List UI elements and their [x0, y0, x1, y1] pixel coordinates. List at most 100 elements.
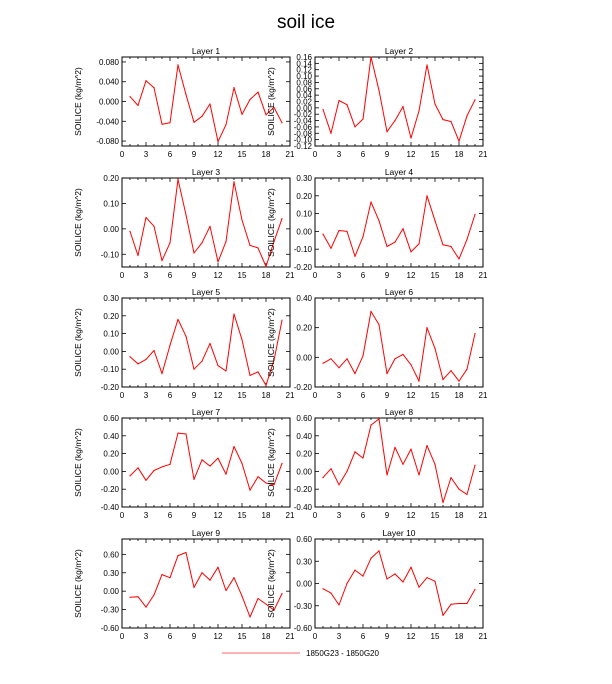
y-tick-label: 0.00 — [103, 587, 119, 596]
y-tick-label: 0.30 — [103, 569, 119, 578]
data-point — [161, 574, 163, 576]
data-point — [185, 214, 187, 216]
data-point — [458, 140, 460, 142]
x-tick-label: 21 — [286, 511, 295, 520]
y-tick-label: -0.02 — [294, 110, 313, 119]
plot-frame — [314, 177, 484, 268]
x-tick-label: 18 — [455, 511, 464, 520]
data-point — [442, 119, 444, 121]
data-point — [249, 98, 251, 101]
data-point — [362, 575, 364, 577]
data-point — [434, 347, 436, 350]
x-tick-label: 6 — [168, 150, 173, 159]
y-tick-label: 0.40 — [296, 432, 312, 441]
data-point — [338, 367, 340, 369]
data-point — [193, 121, 195, 123]
data-point — [426, 64, 428, 66]
panel-layer-1: Layer 1 SOILICE (kg/m^2) 0 3 6 9 12 15 18 21 -0.08… — [73, 46, 295, 159]
x-tick-label: 21 — [286, 150, 295, 159]
x-tick-label: 9 — [385, 511, 390, 520]
data-point — [273, 484, 275, 486]
x-tick-label: 12 — [407, 150, 416, 159]
y-tick-label: 0.00 — [296, 104, 312, 113]
data-point — [386, 373, 388, 375]
x-tick-label: 9 — [385, 632, 390, 641]
data-point — [466, 368, 468, 370]
data-point — [354, 373, 356, 375]
x-tick-label: 3 — [337, 511, 342, 520]
data-point — [217, 365, 219, 367]
y-tick-label: 0.02 — [296, 98, 312, 107]
data-point — [418, 243, 420, 245]
data-point — [362, 118, 364, 120]
panels-group: Layer 1 SOILICE (kg/m^2) 0 3 6 9 12 15 18 21 -0.08… — [73, 46, 488, 641]
x-tick-label: 0 — [120, 632, 125, 641]
data-point — [362, 457, 364, 459]
data-point — [386, 131, 388, 133]
x-tick-label: 9 — [192, 511, 197, 520]
data-point — [273, 609, 275, 611]
data-point — [410, 137, 412, 139]
x-tick-label: 3 — [337, 150, 342, 159]
data-point — [153, 225, 155, 227]
y-tick-label: -0.10 — [294, 245, 313, 254]
plot-frame — [121, 417, 291, 508]
x-tick-label: 3 — [337, 271, 342, 280]
data-point — [265, 265, 267, 268]
panel-title: Layer 3 — [192, 167, 221, 177]
y-axis-label: SOILICE (kg/m^2) — [266, 188, 276, 257]
plot-frame — [314, 297, 484, 388]
y-tick-label: 0.10 — [296, 72, 312, 81]
data-point — [281, 122, 283, 124]
x-tick-label: 15 — [431, 391, 440, 400]
data-point — [330, 247, 332, 249]
data-point — [346, 470, 348, 472]
y-tick-label: -0.080 — [96, 137, 119, 146]
data-point — [265, 482, 267, 484]
panel-title: Layer 9 — [192, 528, 221, 538]
data-point — [394, 573, 396, 575]
data-point — [410, 566, 412, 568]
x-tick-label: 21 — [479, 511, 488, 520]
x-tick-label: 21 — [286, 632, 295, 641]
y-tick-label: 0.60 — [296, 414, 312, 423]
data-point — [378, 324, 380, 326]
data-point — [185, 93, 187, 96]
data-point — [466, 115, 468, 117]
x-tick-label: 9 — [192, 150, 197, 159]
x-tick-label: 18 — [262, 150, 271, 159]
data-point — [241, 595, 243, 597]
data-point — [241, 462, 243, 464]
data-point — [434, 220, 436, 222]
data-line — [322, 195, 476, 260]
data-point — [378, 220, 380, 222]
data-point — [442, 501, 444, 504]
panel-title: Layer 1 — [192, 46, 221, 56]
x-tick-label: 18 — [262, 391, 271, 400]
data-line — [322, 310, 476, 382]
x-tick-label: 0 — [313, 511, 318, 520]
data-line — [129, 552, 283, 618]
data-line — [322, 550, 476, 616]
data-point — [225, 370, 227, 372]
y-tick-label: 0.30 — [296, 557, 312, 566]
data-point — [257, 597, 259, 600]
data-point — [161, 373, 163, 375]
data-point — [450, 370, 452, 372]
y-axis-label: SOILICE (kg/m^2) — [266, 428, 276, 497]
x-tick-label: 0 — [120, 391, 125, 400]
panel-title: Layer 10 — [382, 528, 415, 538]
data-point — [338, 229, 340, 232]
x-tick-label: 18 — [262, 632, 271, 641]
data-point — [177, 432, 179, 434]
data-point — [257, 91, 259, 93]
x-tick-label: 21 — [286, 271, 295, 280]
data-point — [378, 89, 380, 91]
data-point — [346, 582, 348, 585]
y-tick-label: 0.10 — [103, 330, 119, 339]
y-tick-label: 0.040 — [99, 78, 120, 87]
data-point — [394, 446, 396, 448]
y-tick-label: 0.00 — [296, 227, 312, 236]
